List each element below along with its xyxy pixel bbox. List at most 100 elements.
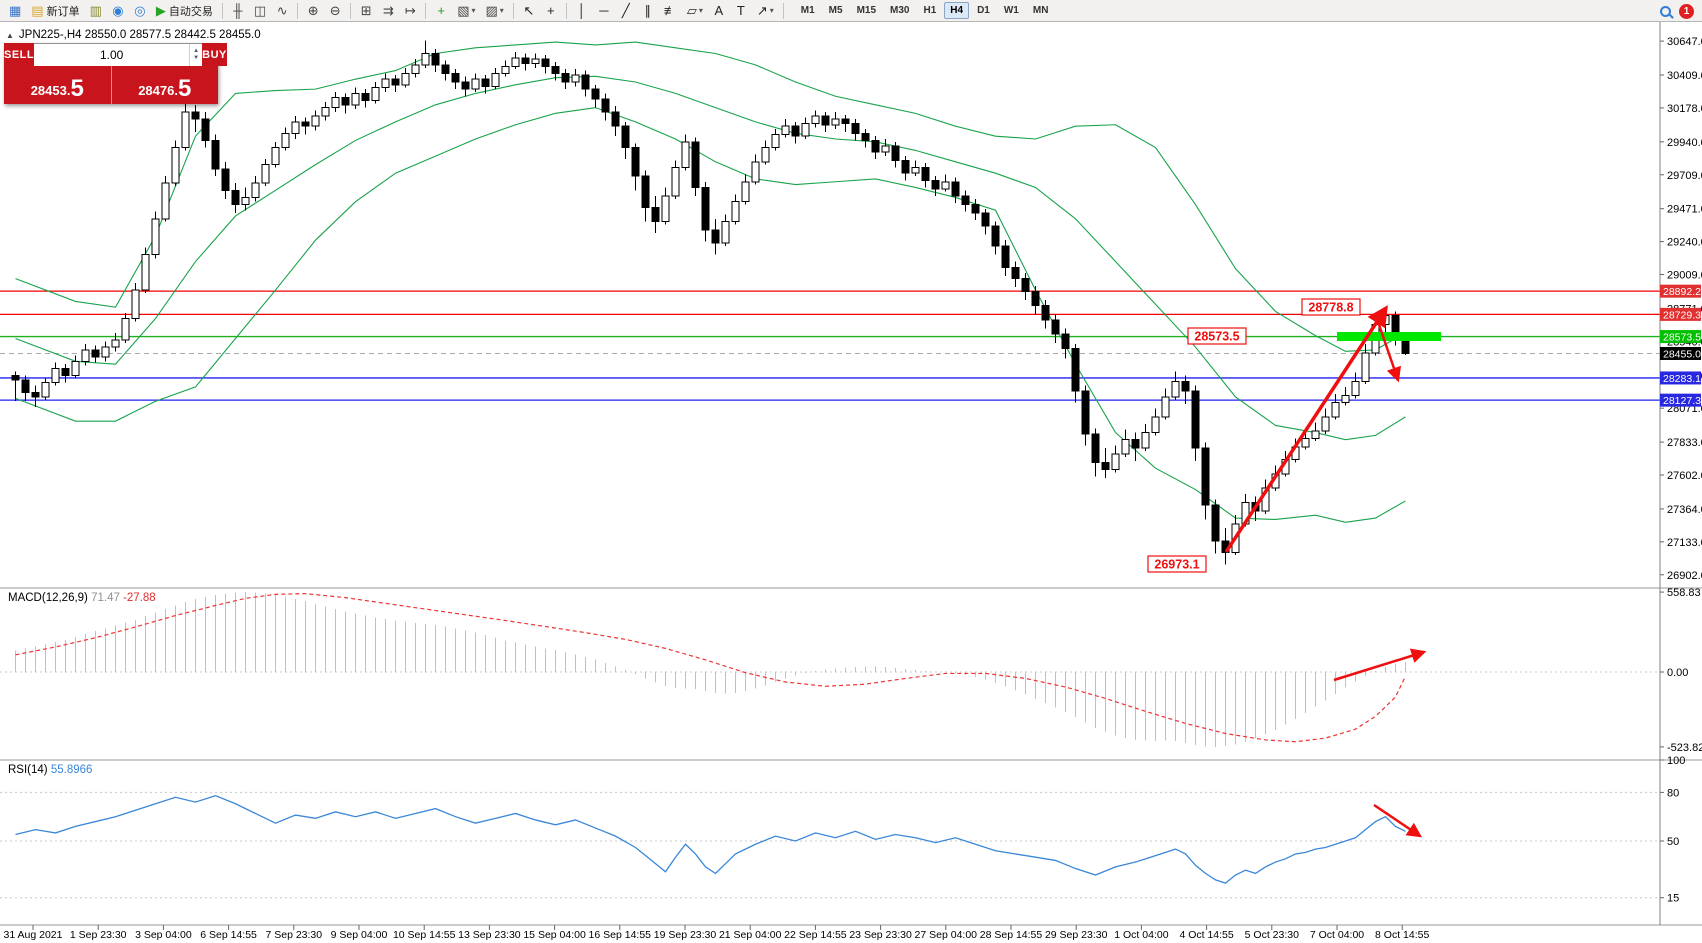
volume-spinner[interactable]: ▲ ▼ (189, 44, 202, 66)
chart-ohlc-header: ▲ JPN225-,H4 28550.0 28577.5 28442.5 284… (6, 29, 261, 41)
price-tick-label: 30409.0 (1667, 70, 1702, 82)
time-label: 13 Sep 23:30 (458, 929, 521, 941)
price-tick-label: 29240.0 (1667, 237, 1702, 249)
chart-label-26973.1[interactable]: 26973.1 (1147, 555, 1207, 573)
chevron-down-icon: ▾ (769, 6, 774, 15)
equidistant-channel-button[interactable]: ∥ (638, 1, 658, 20)
volume-down-icon[interactable]: ▼ (193, 55, 200, 61)
collapse-one-click-icon[interactable]: ▲ (6, 30, 14, 40)
chart-type-candles-button[interactable]: ◫ (250, 1, 270, 20)
sell-button[interactable]: SELL (4, 43, 35, 66)
autotrading-label: 自动交易 (168, 5, 213, 18)
macd-axis-label: -523.82 (1667, 742, 1702, 754)
horizontal-line-icon: ─ (599, 3, 609, 18)
horizontal-line-button[interactable]: ─ (594, 1, 614, 20)
chart-label-28573.5[interactable]: 28573.5 (1187, 327, 1247, 345)
fibonacci-retracement-button[interactable]: ≢ (660, 1, 681, 20)
search-icon[interactable] (1660, 5, 1671, 17)
time-label: 21 Sep 04:00 (719, 929, 782, 941)
time-label: 1 Sep 23:30 (70, 929, 127, 941)
timeframe-w1-button[interactable]: W1 (1003, 5, 1019, 16)
chart-profiles-icon: ▥ (89, 3, 102, 18)
new-order-label: 新订单 (46, 5, 80, 18)
timeframe-mn-button[interactable]: MN (1032, 5, 1049, 16)
text-label-icon: T (736, 3, 745, 18)
timeframe-m1-button[interactable]: M1 (800, 5, 815, 16)
chart-plot[interactable] (0, 22, 1660, 588)
buy-price-main: 28476. (138, 83, 178, 98)
vertical-line-button[interactable]: │ (572, 1, 592, 20)
price-tag-28283.1: 28283.1 (1660, 371, 1701, 385)
trend-arrow-down[interactable] (1374, 315, 1402, 383)
sell-price-button[interactable]: 28453. 5 (4, 66, 111, 104)
chart-shift-button[interactable]: ↦ (400, 1, 420, 20)
chart-canvas[interactable]: 28778.8 28573.5 26973.1 30647.0 30409.0 30178… (0, 22, 1702, 943)
price-tick-label: 27833.0 (1667, 437, 1702, 449)
toolbar-separator (512, 2, 514, 19)
buy-button[interactable]: BUY (202, 43, 227, 66)
zoom-in-button[interactable]: ⊕ (303, 1, 323, 20)
timeframe-m30-button[interactable]: M30 (890, 5, 910, 16)
volume-input[interactable] (34, 44, 190, 66)
rsi-axis-label: 15 (1667, 893, 1679, 905)
macd-arrow[interactable] (1333, 648, 1427, 682)
chart-type-bars-button[interactable]: ╫ (228, 1, 248, 20)
toolbar-separator (350, 2, 352, 19)
timeframe-d1-button[interactable]: D1 (977, 5, 990, 16)
chart-profiles-button[interactable]: ▥ (86, 1, 106, 20)
shapes-menu-button[interactable]: ▱ ▾ (683, 1, 707, 20)
chart-type-line-icon: ∿ (276, 3, 288, 18)
svg-text:28892.2: 28892.2 (1663, 286, 1701, 298)
one-click-trading-panel: SELL ▲ ▼ BUY 28453.5 28476.5 (4, 43, 227, 104)
auto-scroll-button[interactable]: ⇉ (378, 1, 398, 20)
chart-type-bars-icon: ╫ (233, 3, 243, 18)
chart-type-line-button[interactable]: ∿ (272, 1, 292, 20)
zoom-out-button[interactable]: ⊖ (325, 1, 345, 20)
new-order-icon: ▤ (31, 3, 44, 18)
price-tick-label: 30647.0 (1667, 36, 1702, 48)
new-chart-button[interactable]: ▦ (5, 1, 25, 20)
notification-badge[interactable]: 1 (1679, 3, 1694, 19)
macd-axis-label: 0.00 (1667, 667, 1688, 679)
data-window-button[interactable]: ◉ (108, 1, 128, 20)
templates-menu-button[interactable]: ▨ ▾ (482, 1, 508, 20)
strategy-tester-button[interactable]: ◎ (130, 1, 150, 20)
text-button[interactable]: A (709, 1, 729, 20)
time-label: 28 Sep 14:55 (980, 929, 1043, 941)
trendline-button[interactable]: ╱ (616, 1, 636, 20)
toolbar-separator (221, 2, 223, 19)
toolbar-buttons: ▦ ▤ 新订单 ▥ ◉ ◎ ▶ 自动交易 ╫ ◫ ∿ ⊕ ⊖ ⊞ ⇉ ↦ + ▧ ▾ ▨ ▾ ↖ + │ ─ ╱ ∥ ≢ ▱ ▾ A T ↗ ▾ (4, 0, 788, 22)
chart-label-28778.8[interactable]: 28778.8 (1301, 298, 1361, 316)
auto-scroll-icon: ⇉ (382, 3, 394, 18)
timeframe-h4-button[interactable]: H4 (944, 2, 970, 19)
macd-axis-label: 558.83 (1667, 587, 1701, 599)
periods-menu-button[interactable]: ▧ ▾ (453, 1, 479, 20)
tile-windows-button[interactable]: ⊞ (356, 1, 376, 20)
cursor-button[interactable]: ↖ (519, 1, 539, 20)
toolbar-separator (425, 2, 427, 19)
macd-panel[interactable] (0, 588, 1660, 760)
time-label: 15 Sep 04:00 (523, 929, 586, 941)
rsi-arrow[interactable] (1373, 803, 1423, 838)
trend-arrow-up[interactable] (1224, 305, 1388, 553)
timeframe-h1-button[interactable]: H1 (923, 5, 937, 16)
arrows-menu-button[interactable]: ↗ ▾ (753, 1, 778, 20)
indicators-button[interactable]: + (431, 1, 451, 20)
timeframe-m5-button[interactable]: M5 (828, 5, 843, 16)
buy-price-pips: 5 (177, 74, 192, 102)
supply-zone-bar[interactable] (1337, 332, 1441, 341)
price-tick-label: 29709.0 (1667, 170, 1702, 182)
volume-up-icon[interactable]: ▲ (193, 48, 200, 55)
chevron-down-icon: ▾ (698, 6, 703, 15)
new-order-button[interactable]: ▤ 新订单 (27, 1, 83, 20)
buy-price-button[interactable]: 28476. 5 (112, 66, 219, 104)
sell-price-pips: 5 (70, 74, 84, 102)
rsi-axis-label: 50 (1667, 836, 1679, 848)
time-label: 19 Sep 23:30 (654, 929, 717, 941)
timeframe-m15-button[interactable]: M15 (856, 5, 877, 16)
rsi-panel[interactable] (0, 760, 1660, 925)
time-label: 3 Sep 04:00 (135, 929, 192, 941)
text-label-button[interactable]: T (731, 1, 751, 20)
crosshair-button[interactable]: + (541, 1, 561, 20)
autotrading-button[interactable]: ▶ 自动交易 (152, 1, 217, 20)
